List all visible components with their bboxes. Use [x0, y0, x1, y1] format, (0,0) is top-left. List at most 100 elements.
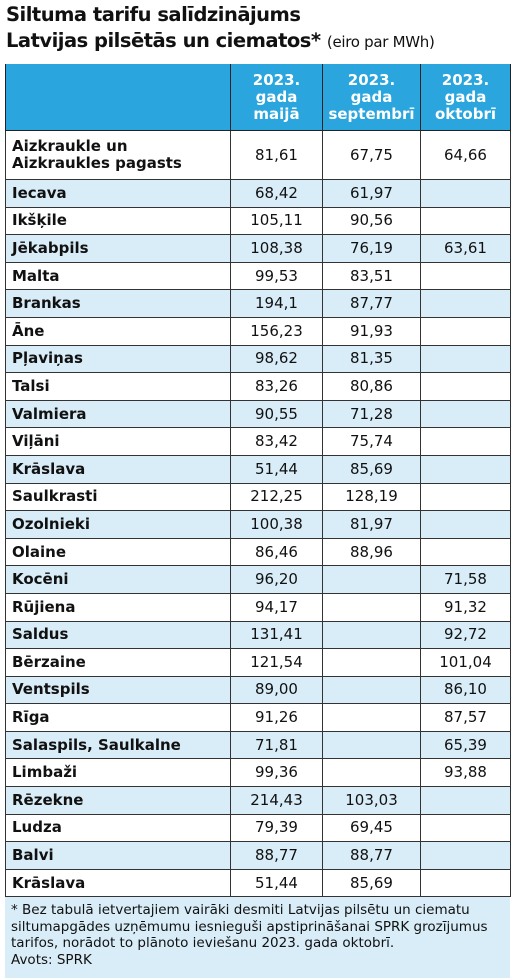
- value-cell: [322, 730, 421, 760]
- value-cell: 131,41: [230, 620, 323, 650]
- value-cell: 68,42: [230, 179, 323, 208]
- value-cell: 71,58: [420, 565, 511, 594]
- table-row: Rīga 91,26 87,57: [5, 703, 511, 732]
- value-cell: 101,04: [420, 648, 511, 677]
- table-row: Saulkrasti 212,25 128,19: [5, 482, 511, 512]
- value-cell: 67,75: [322, 130, 421, 180]
- table-row: Krāslava 51,44 85,69: [5, 454, 511, 484]
- table-row: Malta 99,53 83,51: [5, 261, 511, 291]
- value-cell: [420, 289, 511, 318]
- table-row: Ventspils 89,00 86,10: [5, 675, 511, 705]
- value-cell: 94,17: [230, 592, 323, 622]
- value-cell: 75,74: [322, 427, 421, 456]
- header-cell: 2023. gada maijā: [230, 64, 323, 131]
- table-row: Olaine 86,46 88,96: [5, 537, 511, 567]
- value-cell: 92,72: [420, 620, 511, 650]
- city-cell: Ikšķile: [5, 206, 231, 236]
- title: Siltuma tarifu salīdzinājums Latvijas pi…: [6, 2, 435, 55]
- city-cell: Āne: [5, 316, 231, 346]
- value-cell: 83,51: [322, 261, 421, 291]
- value-cell: [420, 537, 511, 567]
- table-row: Krāslava 51,44 85,69: [5, 868, 511, 898]
- value-cell: 91,32: [420, 592, 511, 622]
- value-cell: 88,96: [322, 537, 421, 567]
- header-cell: 2023. gada septembrī: [322, 64, 421, 131]
- footnote: * Bez tabulā ietvertajiem vairāki desmit…: [5, 897, 510, 978]
- value-cell: [420, 454, 511, 484]
- value-cell: 83,42: [230, 427, 323, 456]
- city-cell: Ozolnieki: [5, 510, 231, 539]
- value-cell: 51,44: [230, 454, 323, 484]
- city-cell: Malta: [5, 261, 231, 291]
- header-cell: 2023. gada oktobrī: [420, 64, 511, 131]
- value-cell: 79,39: [230, 813, 323, 843]
- value-cell: [420, 399, 511, 429]
- city-cell: Limbaži: [5, 758, 231, 788]
- value-cell: 156,23: [230, 316, 323, 346]
- table-row: Ikšķile 105,11 90,56: [5, 206, 511, 236]
- value-cell: [420, 261, 511, 291]
- city-cell: Aizkraukle un Aizkraukles pagasts: [5, 130, 231, 180]
- title-line: Latvijas pilsētās un ciematos* (eiro par…: [6, 28, 435, 55]
- source: Avots: SPRK: [11, 951, 92, 968]
- value-cell: 99,36: [230, 758, 323, 788]
- city-cell: Ventspils: [5, 675, 231, 705]
- city-cell: Rūjiena: [5, 592, 231, 622]
- value-cell: 214,43: [230, 786, 323, 815]
- value-cell: 93,88: [420, 758, 511, 788]
- value-cell: [322, 592, 421, 622]
- city-cell: Pļaviņas: [5, 344, 231, 374]
- table-row: Iecava 68,42 61,97: [5, 179, 511, 208]
- city-cell: Iecava: [5, 179, 231, 208]
- value-cell: [420, 316, 511, 346]
- value-cell: 108,38: [230, 234, 323, 263]
- city-cell: Salaspils, Saulkalne: [5, 730, 231, 760]
- value-cell: 88,77: [322, 841, 421, 870]
- table-row: Salaspils, Saulkalne 71,81 65,39: [5, 730, 511, 760]
- value-cell: 85,69: [322, 454, 421, 484]
- value-cell: 89,00: [230, 675, 323, 705]
- city-cell: Rīga: [5, 703, 231, 732]
- table-row: Ozolnieki 100,38 81,97: [5, 510, 511, 539]
- title-line: Siltuma tarifu salīdzinājums: [6, 3, 301, 26]
- value-cell: [322, 758, 421, 788]
- city-cell: Kocēni: [5, 565, 231, 594]
- table-row: Balvi 88,77 88,77: [5, 841, 511, 870]
- city-cell: Balvi: [5, 841, 231, 870]
- table-row: Talsi 83,26 80,86: [5, 372, 511, 401]
- city-cell: Viļāni: [5, 427, 231, 456]
- value-cell: 121,54: [230, 648, 323, 677]
- table-row: Saldus 131,41 92,72: [5, 620, 511, 650]
- value-cell: 76,19: [322, 234, 421, 263]
- value-cell: 103,03: [322, 786, 421, 815]
- value-cell: 99,53: [230, 261, 323, 291]
- tariff-table: 2023. gada maijā 2023. gada septembrī 2023…: [5, 64, 511, 898]
- value-cell: [420, 786, 511, 815]
- city-cell: Olaine: [5, 537, 231, 567]
- header-cell: [5, 64, 231, 131]
- value-cell: 90,56: [322, 206, 421, 236]
- value-cell: 87,77: [322, 289, 421, 318]
- header-row: 2023. gada maijā 2023. gada septembrī 2023…: [5, 64, 511, 131]
- value-cell: [420, 813, 511, 843]
- table-body: Aizkraukle un Aizkraukles pagasts 81,61 67…: [5, 130, 511, 898]
- city-cell: Saulkrasti: [5, 482, 231, 512]
- value-cell: 81,35: [322, 344, 421, 374]
- title-line: Latvijas pilsētās un ciematos*: [6, 29, 321, 52]
- value-cell: [420, 206, 511, 236]
- city-cell: Saldus: [5, 620, 231, 650]
- table-row: Aizkraukle un Aizkraukles pagasts 81,61 67…: [5, 130, 511, 180]
- value-cell: [420, 179, 511, 208]
- table-row: Brankas 194,1 87,77: [5, 289, 511, 318]
- table-row: Kocēni 96,20 71,58: [5, 565, 511, 594]
- value-cell: [322, 703, 421, 732]
- value-cell: 100,38: [230, 510, 323, 539]
- value-cell: 80,86: [322, 372, 421, 401]
- value-cell: 86,10: [420, 675, 511, 705]
- value-cell: [322, 620, 421, 650]
- city-cell: Jēkabpils: [5, 234, 231, 263]
- value-cell: 128,19: [322, 482, 421, 512]
- value-cell: 63,61: [420, 234, 511, 263]
- value-cell: 69,45: [322, 813, 421, 843]
